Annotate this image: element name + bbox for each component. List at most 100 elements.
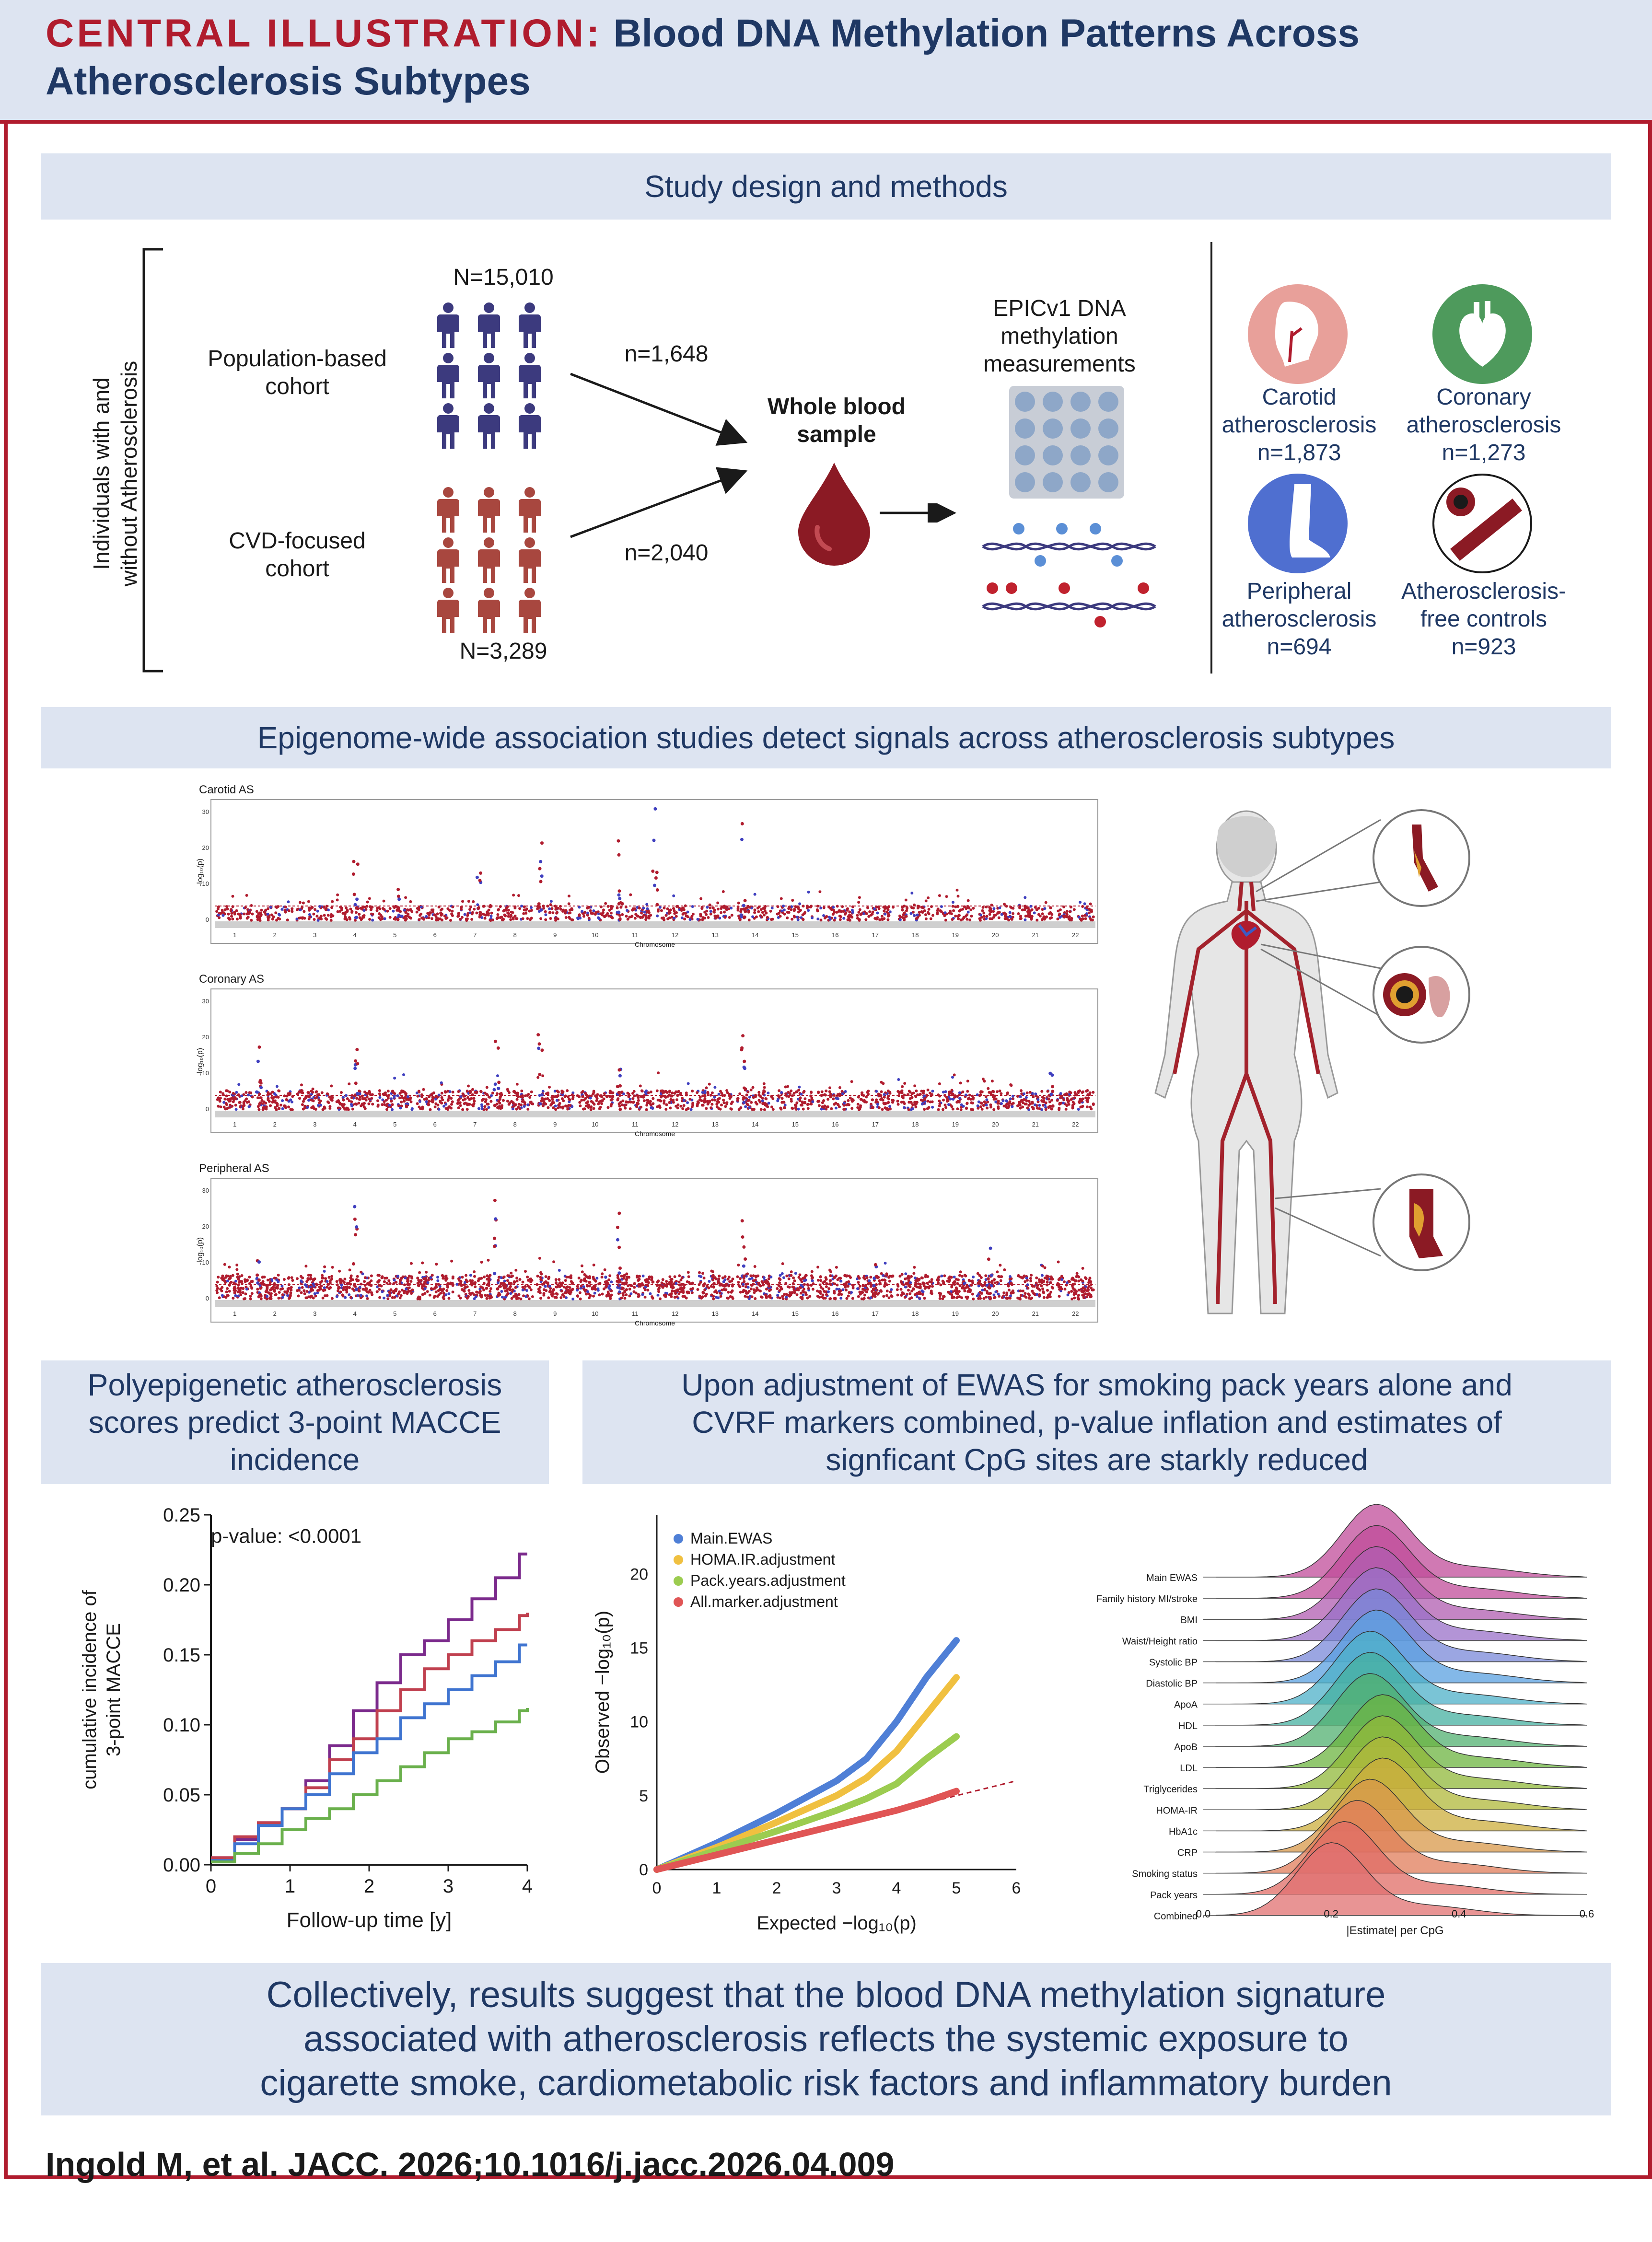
manhattan-point [929, 917, 932, 920]
manhattan-point [405, 1288, 408, 1291]
manhattan-point [557, 906, 560, 910]
manhattan-point [1023, 908, 1026, 911]
manhattan-point [956, 1292, 959, 1296]
manhattan-point [656, 914, 659, 918]
manhattan-point [427, 916, 430, 919]
manhattan-point [437, 1283, 440, 1286]
manhattan-point [661, 1094, 664, 1098]
manhattan-point [779, 1107, 783, 1111]
manhattan-point [948, 1292, 952, 1295]
manhattan-point [321, 1274, 324, 1277]
manhattan-point [708, 903, 711, 906]
manhattan-point [345, 1106, 349, 1110]
manhattan-peak-point [740, 837, 744, 841]
manhattan-point [555, 1281, 558, 1284]
manhattan-point [748, 1278, 751, 1281]
manhattan-point [1085, 1105, 1089, 1109]
manhattan-point [841, 1092, 844, 1095]
manhattan-point [1083, 902, 1086, 906]
manhattan-point [439, 911, 442, 915]
manhattan-point [836, 905, 839, 908]
manhattan-point [302, 901, 305, 905]
manhattan-point [778, 1095, 781, 1099]
manhattan-point [338, 1278, 342, 1281]
manhattan-point [1038, 1107, 1041, 1110]
manhattan-point [969, 908, 973, 912]
manhattan-point [409, 1280, 413, 1283]
manhattan-point [272, 1285, 275, 1289]
manhattan-point [451, 1091, 454, 1094]
manhattan-point [795, 1101, 799, 1104]
manhattan-peak-point [493, 1104, 497, 1107]
manhattan-point [787, 911, 791, 914]
manhattan-point [314, 1091, 318, 1094]
manhattan-point [408, 1098, 412, 1101]
manhattan-point [1025, 1091, 1029, 1094]
manhattan-point [549, 1287, 552, 1290]
manhattan-point [1048, 917, 1052, 920]
manhattan-point [229, 909, 233, 912]
manhattan-point [686, 910, 689, 914]
manhattan-point [882, 1102, 885, 1105]
manhattan-point [896, 1288, 899, 1291]
manhattan-point [865, 1095, 868, 1099]
manhattan-point [839, 1297, 843, 1300]
manhattan-point [628, 1100, 631, 1104]
manhattan-point [857, 1108, 861, 1111]
manhattan-point [228, 1289, 231, 1293]
blood-drop-icon [798, 463, 870, 566]
manhattan-point [875, 1090, 878, 1093]
manhattan-point [1049, 906, 1052, 909]
manhattan-point [824, 1297, 827, 1300]
manhattan-point [788, 906, 791, 909]
manhattan-point [637, 1295, 640, 1298]
manhattan-point [992, 1098, 996, 1101]
manhattan-point [314, 1096, 317, 1100]
manhattan-point [865, 912, 868, 915]
manhattan-chr-tick: 3 [313, 931, 316, 939]
manhattan-point [730, 1279, 733, 1283]
manhattan-point [886, 912, 890, 915]
manhattan-point [321, 1277, 325, 1279]
manhattan-point [481, 1286, 484, 1289]
manhattan-point [656, 1280, 659, 1284]
manhattan-point [463, 1286, 466, 1289]
manhattan-point [405, 917, 408, 920]
manhattan-point [1058, 1108, 1061, 1111]
manhattan-point [715, 1105, 719, 1108]
manhattan-point [866, 906, 869, 909]
manhattan-point [521, 1096, 524, 1099]
manhattan-point [849, 1096, 852, 1100]
manhattan-point [823, 1104, 826, 1108]
manhattan-chr-tick: 15 [792, 1121, 799, 1128]
manhattan-point [543, 1281, 546, 1284]
manhattan-point [1092, 1091, 1095, 1094]
manhattan-point [499, 1092, 502, 1096]
manhattan-point [338, 1269, 341, 1273]
manhattan-point [370, 1279, 373, 1282]
manhattan-point [566, 1089, 569, 1092]
manhattan-point [1077, 916, 1081, 919]
manhattan-point [513, 905, 517, 908]
manhattan-point [833, 1094, 836, 1097]
manhattan-point [711, 1278, 715, 1282]
manhattan-point [943, 1094, 946, 1097]
manhattan-point [679, 1092, 682, 1095]
manhattan-point [217, 913, 220, 917]
manhattan-point [958, 1284, 962, 1288]
manhattan-band [215, 921, 1095, 928]
manhattan-chr-tick: 21 [1032, 931, 1039, 939]
manhattan-point [443, 915, 446, 918]
manhattan-point [1089, 1105, 1092, 1109]
manhattan-point [709, 912, 712, 916]
side-label-line-2: without Atherosclerosis [116, 360, 141, 587]
manhattan-point [1078, 1101, 1081, 1104]
manhattan-peak-point [740, 822, 744, 825]
manhattan-point [383, 917, 386, 920]
manhattan-point [1023, 1098, 1026, 1101]
manhattan-point [767, 1102, 770, 1105]
manhattan-point [903, 1296, 907, 1299]
manhattan-point [671, 1091, 674, 1094]
manhattan-point [795, 916, 799, 919]
manhattan-point [1005, 905, 1008, 908]
